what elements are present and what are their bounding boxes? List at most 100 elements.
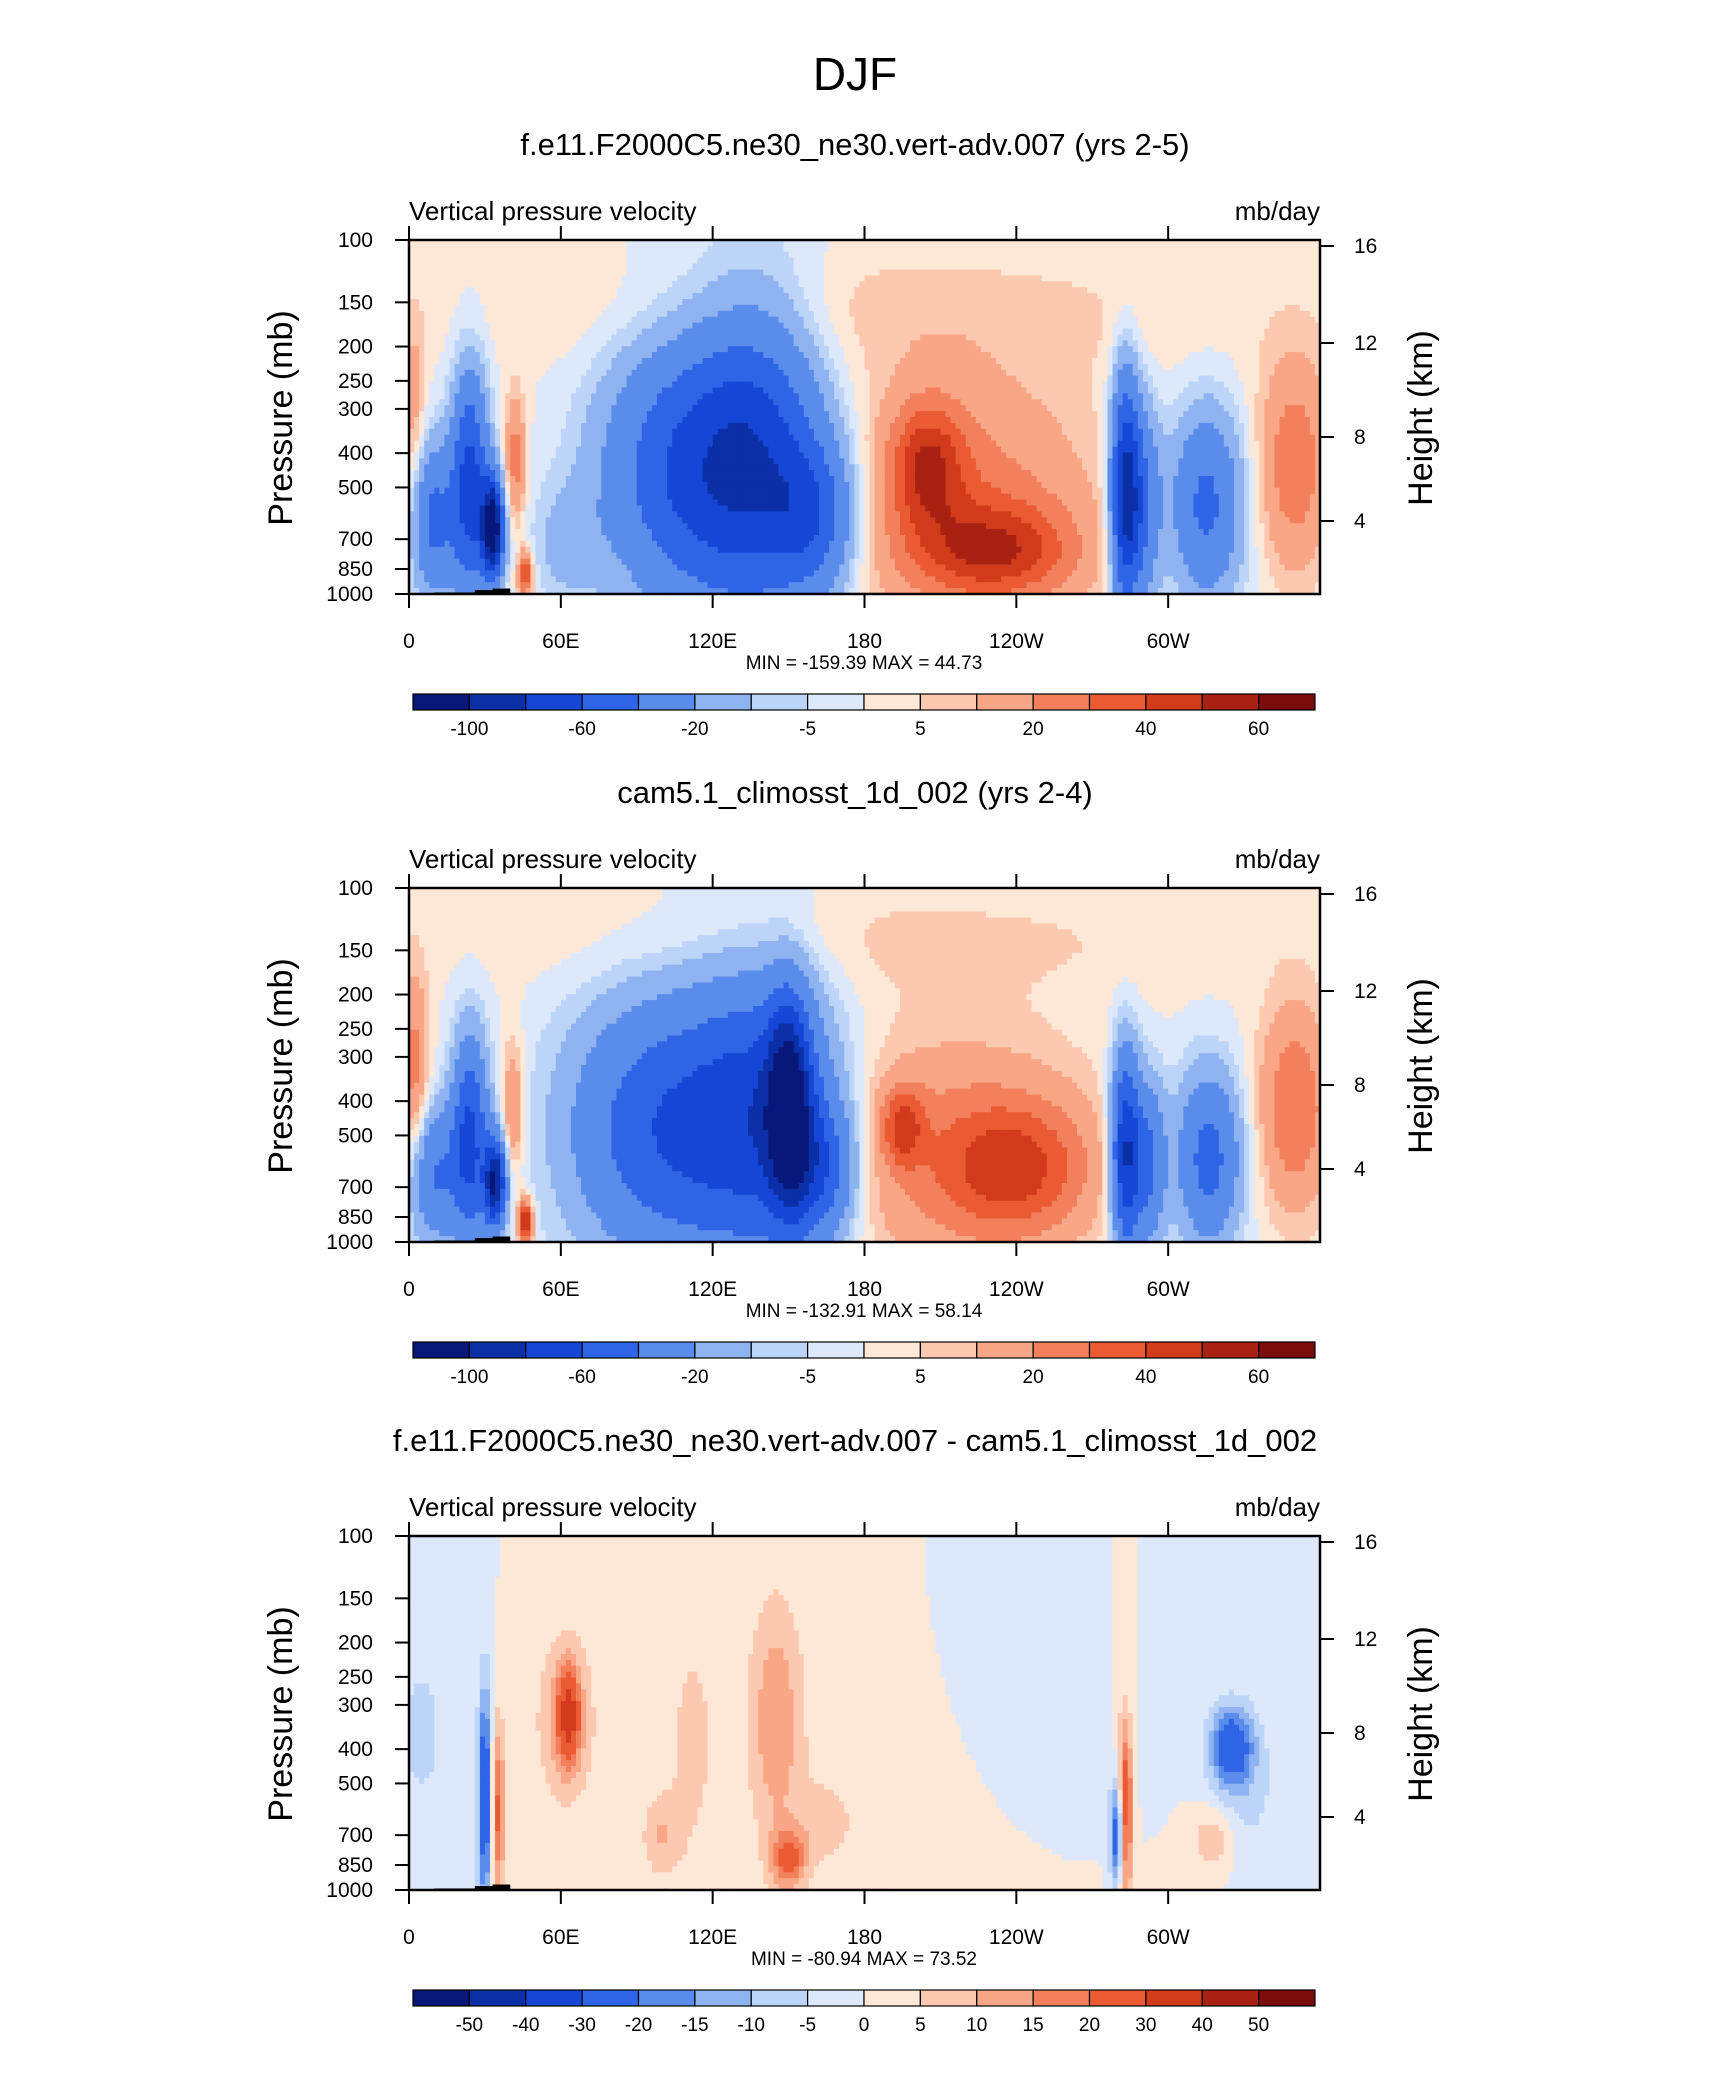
- heatmap-cell: [662, 240, 668, 247]
- heatmap-cell: [570, 293, 577, 300]
- heatmap-cell: [854, 346, 861, 353]
- heatmap-cell: [1072, 257, 1078, 265]
- heatmap-cell: [565, 363, 572, 371]
- heatmap-cell: [985, 304, 992, 312]
- heatmap-cell: [621, 257, 628, 265]
- heatmap-cell: [1299, 393, 1306, 400]
- heatmap-cell: [525, 322, 532, 330]
- heatmap-cell: [641, 393, 648, 400]
- heatmap-cell: [489, 334, 496, 341]
- heatmap-cell: [1142, 316, 1149, 324]
- heatmap-cell: [915, 269, 921, 276]
- heatmap-cell: [1198, 310, 1205, 318]
- heatmap-cell: [535, 310, 542, 318]
- heatmap-cell: [510, 304, 516, 312]
- heatmap-cell: [955, 269, 962, 276]
- heatmap-cell: [1097, 322, 1103, 330]
- heatmap-cell: [1304, 245, 1311, 253]
- heatmap-cell: [1193, 263, 1200, 271]
- heatmap-cell: [884, 346, 891, 353]
- heatmap-cell: [1178, 393, 1184, 400]
- heatmap-cell: [748, 352, 754, 359]
- heatmap-cell: [500, 399, 506, 406]
- heatmap-cell: [697, 363, 704, 371]
- heatmap-cell: [788, 316, 795, 324]
- heatmap-cell: [834, 304, 840, 312]
- heatmap-cell: [818, 393, 825, 400]
- heatmap-cell: [768, 240, 774, 247]
- heatmap-cell: [985, 275, 992, 282]
- heatmap-cell: [667, 275, 673, 282]
- heatmap-cell: [651, 304, 658, 312]
- heatmap-cell: [646, 334, 653, 341]
- heatmap-cell: [667, 399, 673, 406]
- heatmap-cell: [950, 275, 957, 282]
- heatmap-cell: [712, 281, 719, 288]
- heatmap-cell: [555, 316, 562, 324]
- heatmap-cell: [930, 334, 936, 341]
- heatmap-cell: [768, 310, 774, 318]
- heatmap-cell: [1117, 263, 1124, 271]
- heatmap-cell: [1061, 358, 1068, 365]
- heatmap-cell: [753, 281, 759, 288]
- heatmap-cell: [474, 358, 481, 365]
- heatmap-cell: [1077, 281, 1083, 288]
- heatmap-cell: [1021, 293, 1028, 300]
- heatmap-cell: [449, 387, 456, 394]
- heatmap-cell: [631, 352, 638, 359]
- heatmap-cell: [439, 346, 446, 353]
- heatmap-cell: [798, 275, 805, 282]
- heatmap-cell: [803, 304, 810, 312]
- heatmap-cell: [464, 334, 471, 341]
- heatmap-cell: [1087, 310, 1093, 318]
- heatmap-cell: [1178, 269, 1184, 276]
- heatmap-cell: [1077, 346, 1083, 353]
- heatmap-cell: [565, 240, 572, 247]
- heatmap-cell: [677, 358, 683, 365]
- heatmap-cell: [910, 340, 916, 347]
- heatmap-cell: [1274, 257, 1281, 265]
- heatmap-cell: [1269, 375, 1276, 383]
- heatmap-cell: [1132, 269, 1139, 276]
- heatmap-cell: [940, 304, 947, 312]
- heatmap-cell: [1314, 299, 1320, 306]
- heatmap-cell: [616, 251, 623, 259]
- heatmap-cell: [1092, 269, 1098, 276]
- heatmap-cell: [1066, 322, 1073, 330]
- heatmap-cell: [783, 316, 790, 324]
- heatmap-cell: [707, 328, 714, 335]
- heatmap-cell: [444, 293, 451, 300]
- heatmap-cell: [1314, 251, 1320, 259]
- heatmap-cell: [1152, 251, 1159, 259]
- heatmap-cell: [530, 240, 537, 247]
- heatmap-cell: [641, 257, 648, 265]
- heatmap-cell: [434, 358, 440, 365]
- heatmap-cell: [677, 340, 683, 347]
- heatmap-cell: [495, 352, 501, 359]
- heatmap-cell: [859, 281, 866, 288]
- heatmap-cell: [581, 304, 587, 312]
- heatmap-cell: [702, 293, 709, 300]
- heatmap-cell: [859, 257, 866, 265]
- heatmap-cell: [839, 387, 845, 394]
- heatmap-cell: [656, 346, 663, 353]
- heatmap-cell: [586, 304, 592, 312]
- heatmap-cell: [424, 369, 430, 377]
- heatmap-cell: [783, 287, 790, 294]
- heatmap-cell: [945, 310, 952, 318]
- heatmap-cell: [1239, 251, 1245, 259]
- heatmap-cell: [1132, 245, 1139, 253]
- heatmap-cell: [591, 322, 597, 330]
- heatmap-cell: [773, 251, 780, 259]
- heatmap-cell: [869, 304, 876, 312]
- heatmap-cell: [970, 240, 977, 247]
- heatmap-cell: [737, 322, 744, 330]
- heatmap-cell: [960, 281, 967, 288]
- heatmap-cell: [621, 328, 628, 335]
- heatmap-cell: [1041, 375, 1048, 383]
- heatmap-cell: [439, 269, 446, 276]
- heatmap-cell: [667, 299, 673, 306]
- heatmap-cell: [1249, 369, 1255, 377]
- heatmap-cell: [899, 281, 906, 288]
- heatmap-cell: [743, 304, 749, 312]
